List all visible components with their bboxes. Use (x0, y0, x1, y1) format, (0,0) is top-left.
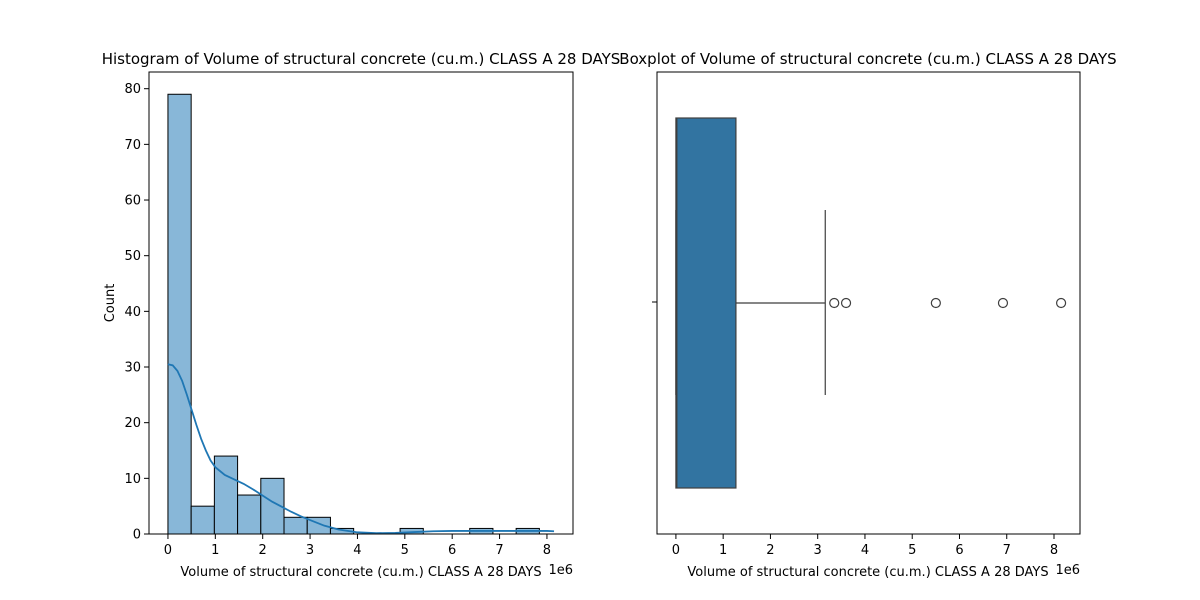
histogram-y-tick-label: 10 (124, 472, 141, 487)
boxplot-x-tick-label: 6 (955, 543, 963, 558)
box-iqr (675, 117, 737, 489)
outlier-point (1055, 297, 1067, 309)
histogram-x-axis-label: Volume of structural concrete (cu.m.) CL… (180, 565, 541, 580)
histogram-bars (167, 93, 540, 535)
boxplot-x-ticks: 0 1 2 3 4 5 6 7 8 (672, 534, 1058, 558)
histogram-y-tick-label: 30 (124, 361, 141, 376)
boxplot-x-axis-label: Volume of structural concrete (cu.m.) CL… (687, 565, 1048, 580)
boxplot-axes-frame (656, 71, 1081, 535)
outlier-point (829, 297, 840, 309)
histogram-bar (167, 93, 192, 535)
histogram-bar (237, 494, 262, 535)
kde-curve (167, 363, 555, 535)
histogram-x-tick-label: 3 (306, 543, 314, 558)
histogram-y-tick-label: 20 (124, 416, 141, 431)
histogram-x-tick-label: 2 (259, 543, 267, 558)
boxplot-title: Boxplot of Volume of structural concrete… (619, 50, 1116, 68)
histogram-x-tick-label: 6 (448, 543, 456, 558)
histogram-panel: Histogram of Volume of structural concre… (102, 50, 621, 580)
boxplot-x-tick-label: 5 (908, 543, 916, 558)
boxplot-x-tick-label: 4 (861, 543, 869, 558)
boxplot-x-tick-label: 3 (814, 543, 822, 558)
histogram-y-tick-label: 0 (133, 528, 141, 543)
histogram-y-tick-label: 60 (124, 194, 141, 209)
histogram-x-tick-label: 5 (401, 543, 409, 558)
boxplot-x-tick-label: 2 (766, 543, 774, 558)
boxplot-panel: Boxplot of Volume of structural concrete… (619, 50, 1116, 580)
outlier-point (930, 297, 941, 309)
histogram-x-tick-label: 8 (543, 543, 551, 558)
histogram-y-ticks: 0 10 20 30 40 50 60 70 80 (124, 82, 149, 543)
histogram-title: Histogram of Volume of structural concre… (102, 50, 621, 68)
histogram-y-axis-label: Count (103, 284, 118, 323)
boxplot-elements (675, 117, 1067, 489)
histogram-x-tick-label: 4 (353, 543, 361, 558)
histogram-y-tick-label: 70 (124, 138, 141, 153)
histogram-axes-frame (148, 71, 574, 535)
histogram-x-ticks: 0 1 2 3 4 5 6 7 8 (164, 534, 551, 558)
histogram-x-tick-label: 7 (495, 543, 503, 558)
histogram-x-tick-label: 0 (164, 543, 172, 558)
histogram-x-offset-label: 1e6 (548, 563, 573, 578)
histogram-bar (213, 455, 239, 535)
outlier-point (997, 297, 1009, 309)
boxplot-x-tick-label: 0 (672, 543, 680, 558)
histogram-x-tick-label: 1 (211, 543, 219, 558)
boxplot-x-tick-label: 8 (1050, 543, 1058, 558)
histogram-bar (190, 505, 215, 535)
boxplot-x-tick-label: 1 (719, 543, 727, 558)
histogram-bar (283, 516, 308, 535)
histogram-y-tick-label: 80 (124, 82, 141, 97)
outlier-point (840, 297, 852, 309)
boxplot-x-offset-label: 1e6 (1055, 563, 1080, 578)
boxplot-x-tick-label: 7 (1003, 543, 1011, 558)
histogram-y-tick-label: 40 (124, 305, 141, 320)
histogram-y-tick-label: 50 (124, 249, 141, 264)
